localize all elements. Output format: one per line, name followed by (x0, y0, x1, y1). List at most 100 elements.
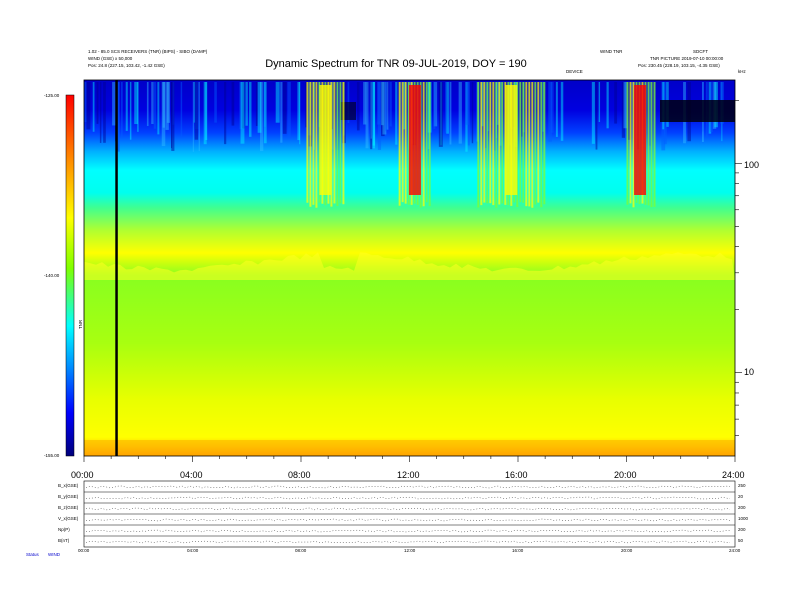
burst-streak (632, 82, 635, 208)
burst-streak (480, 82, 483, 206)
burst-streak (516, 82, 519, 207)
panel-label: Np(P) (58, 527, 70, 532)
spectrum-streak (153, 82, 157, 129)
spectrum-streak (214, 82, 217, 123)
spectrum-streak (496, 82, 499, 125)
radio-burst (398, 82, 431, 208)
spectrum-streak (241, 82, 245, 129)
spectrum-streak (484, 82, 487, 148)
spectrum-streak (166, 82, 171, 123)
burst-streak (404, 82, 407, 204)
burst-streak (333, 82, 336, 204)
spectrum-streak (372, 82, 376, 149)
spectrum-streak (598, 82, 601, 123)
spectrum-streak (157, 82, 160, 135)
khz-label: kHz (738, 69, 746, 74)
burst-streak (425, 82, 428, 203)
spectrum-streak (249, 82, 252, 137)
spectrum-streak (377, 82, 382, 150)
spectrum-streak (440, 82, 443, 146)
spectrum-streak (624, 82, 627, 135)
panel-label: B_y(GSE) (58, 494, 79, 499)
header-right-line3: TNR PICTURE 2019-07-10 00:00:00 (650, 56, 724, 61)
spectrum-streak (627, 82, 631, 140)
spectrum-streak (389, 82, 392, 127)
burst-streak (626, 82, 629, 205)
burst-streak (501, 82, 504, 204)
spectrum-streak (446, 82, 449, 134)
burst-streak (330, 82, 333, 207)
burst-streak (339, 82, 342, 204)
spectrum-streak (621, 82, 626, 138)
spectrum-streak (614, 82, 618, 124)
spectrogram-overlay (84, 82, 735, 456)
spectrum-streak (471, 82, 474, 144)
panel-right-tick: 20 (738, 494, 744, 499)
spectrum-streak (521, 82, 523, 137)
spectrum-streak (555, 82, 558, 137)
spectrum-streak (117, 82, 120, 152)
burst-streak (531, 82, 534, 208)
spectrum-streak (433, 82, 438, 127)
burst-core (634, 85, 647, 195)
spectrum-streak (550, 82, 554, 133)
spectrum-streak (92, 82, 95, 132)
burst-streak (519, 82, 522, 203)
panel-right-tick: 250 (738, 483, 746, 488)
spectrum-streak (548, 82, 552, 142)
panel-right-tick: 200 (738, 505, 746, 510)
spectrum-streak (381, 82, 384, 126)
panel-time-tick: 08:00 (295, 548, 307, 553)
header-right-line1: WIND TNR (600, 49, 623, 54)
burst-streak (525, 82, 528, 207)
spectrum-band (84, 252, 735, 280)
spectrum-streak (297, 82, 300, 141)
spectrum-streak (449, 82, 452, 145)
spectrum-streak (240, 82, 245, 144)
x-tick-label: 00:00 (71, 470, 94, 480)
panel-right-tick: 50 (738, 538, 744, 543)
radio-burst (306, 82, 345, 208)
burst-streak (309, 82, 312, 207)
x-tick-label: 08:00 (288, 470, 311, 480)
header-left-line3: Pos: 24.8 (227.15, 103.42, -1.42 GSE) (88, 63, 165, 68)
spectrum-streak (381, 82, 385, 137)
footer-value: WIND (48, 552, 60, 557)
radio-burst (477, 82, 546, 208)
spectrum-streak (385, 82, 387, 132)
burst-streak (489, 82, 492, 204)
burst-streak (528, 82, 531, 207)
panel-trace (85, 485, 731, 489)
spectrum-streak (103, 82, 106, 143)
panel-right-tick: 200 (738, 527, 746, 532)
spectrum-streak (194, 82, 199, 129)
spectrum-streak (86, 82, 91, 130)
spectrum-streak (194, 82, 199, 140)
spectrum-streak (403, 82, 406, 130)
spectrum-streak (376, 82, 381, 125)
spectrum-streak (203, 82, 207, 145)
dark-band (340, 102, 356, 120)
spectrum-streak (305, 82, 307, 128)
colorbar-tick-label: -140.00 (44, 273, 60, 278)
header-right-line4: Pos: 230.45 (228.19, 103.15, -4.35 GSE) (638, 63, 720, 68)
spectrum-streak (171, 82, 175, 151)
spectrum-streak (263, 82, 266, 127)
burst-streak (428, 82, 431, 207)
dark-band (660, 100, 735, 122)
spectrum-streak (299, 82, 301, 145)
spectrum-streak (363, 82, 367, 125)
spectrum-streak (370, 82, 372, 139)
panel-trace (85, 518, 731, 522)
spectrum-streak (445, 82, 447, 133)
radio-burst (626, 82, 656, 208)
spectrum-streak (198, 82, 200, 152)
burst-streak (306, 82, 309, 203)
panel-time-tick: 20:00 (621, 548, 633, 553)
spectrum-streak (606, 82, 609, 129)
burst-streak (477, 82, 480, 208)
panel-trace (85, 496, 731, 500)
panel-label: B_x(GSE) (58, 483, 79, 488)
panel-label: V_x(GSE) (58, 516, 79, 521)
burst-streak (495, 82, 498, 208)
